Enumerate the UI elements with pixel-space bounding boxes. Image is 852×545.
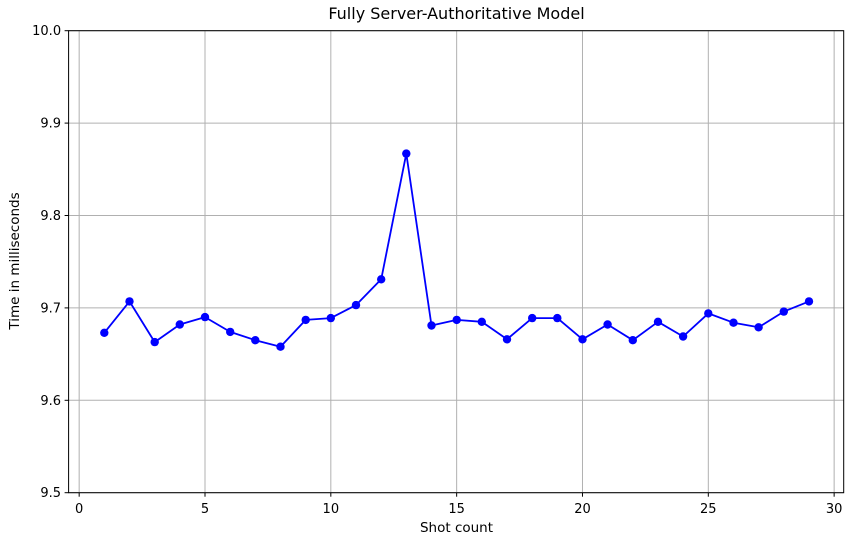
data-point bbox=[427, 321, 436, 330]
data-point bbox=[377, 275, 386, 284]
x-tick-label: 10 bbox=[323, 502, 340, 517]
x-tick-label: 5 bbox=[201, 502, 209, 517]
data-point bbox=[402, 149, 411, 158]
x-tick-label: 25 bbox=[700, 502, 717, 517]
data-point bbox=[553, 313, 562, 323]
data-point bbox=[704, 309, 713, 318]
data-point bbox=[276, 342, 285, 351]
data-point bbox=[729, 318, 738, 327]
data-point bbox=[578, 335, 587, 344]
data-point bbox=[301, 315, 310, 325]
data-point bbox=[150, 337, 159, 347]
data-point bbox=[326, 313, 335, 323]
x-tick-label: 15 bbox=[448, 502, 465, 517]
data-point bbox=[100, 328, 109, 337]
data-point bbox=[477, 317, 486, 326]
data-point bbox=[351, 300, 361, 310]
data-point bbox=[452, 315, 461, 325]
data-point bbox=[678, 332, 688, 341]
data-point bbox=[528, 313, 537, 323]
data-point bbox=[175, 320, 184, 329]
y-tick-label: 9.9 bbox=[40, 117, 61, 132]
x-tick-label: 0 bbox=[75, 502, 83, 517]
y-tick-label: 10.0 bbox=[32, 24, 61, 39]
x-tick-label: 20 bbox=[574, 502, 591, 517]
y-axis-label: Time in milliseconds bbox=[7, 192, 23, 330]
data-point bbox=[653, 317, 663, 326]
data-point bbox=[603, 320, 612, 329]
data-point bbox=[502, 335, 512, 344]
data-point bbox=[754, 323, 763, 332]
data-point bbox=[628, 336, 637, 345]
chart-title: Fully Server-Authoritative Model bbox=[328, 4, 585, 23]
data-point bbox=[804, 297, 814, 306]
y-tick-label: 9.6 bbox=[40, 394, 61, 409]
data-point bbox=[779, 307, 788, 316]
y-tick-label: 9.7 bbox=[40, 301, 61, 316]
data-point bbox=[125, 297, 134, 306]
x-axis-label: Shot count bbox=[419, 520, 494, 536]
data-point bbox=[251, 336, 260, 345]
data-point bbox=[200, 312, 210, 322]
y-tick-label: 9.5 bbox=[40, 486, 61, 501]
axes-spines bbox=[68, 30, 845, 494]
y-tick-label: 9.8 bbox=[40, 209, 61, 224]
x-tick-label: 30 bbox=[826, 502, 843, 517]
data-point bbox=[226, 327, 235, 337]
